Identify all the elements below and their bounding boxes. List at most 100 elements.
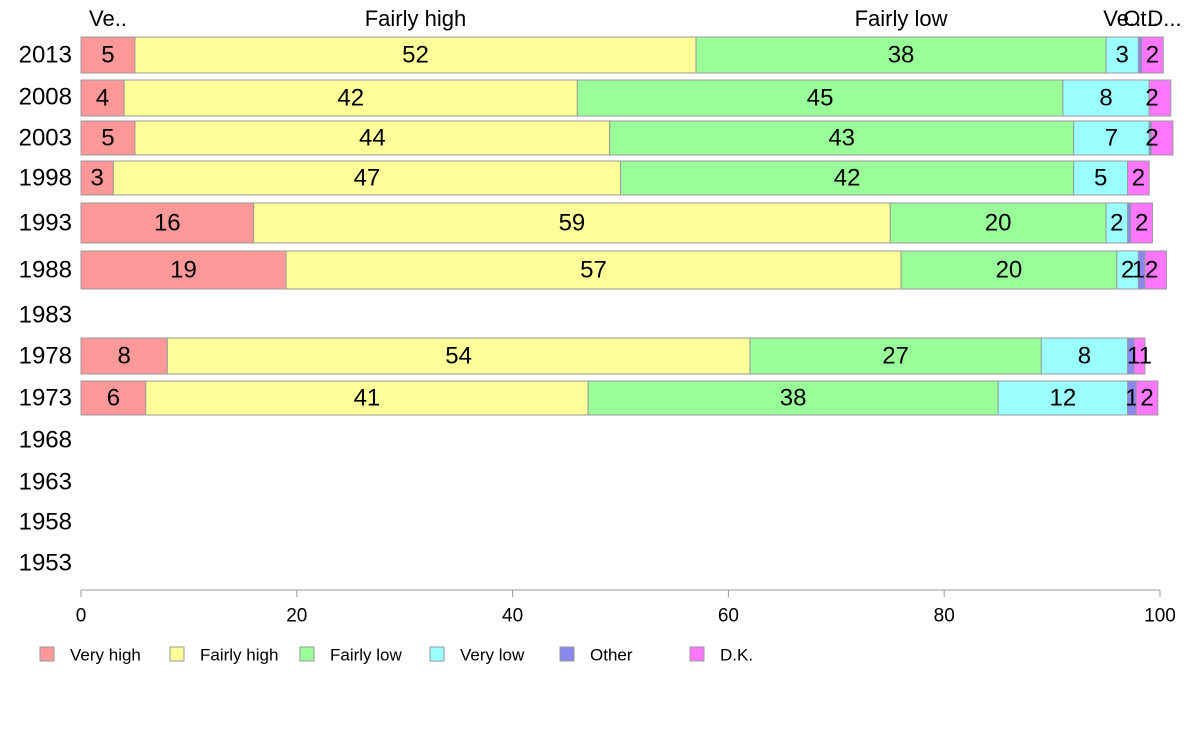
series-top-label: Ve.. xyxy=(89,6,127,31)
year-label: 1988 xyxy=(19,257,72,284)
bar-segment xyxy=(166,337,751,375)
year-label: 1993 xyxy=(19,210,72,237)
legend-swatch xyxy=(689,646,705,662)
year-label: 1998 xyxy=(19,165,72,192)
data-label: 16 xyxy=(154,210,181,237)
bar-segment xyxy=(1133,337,1146,375)
data-label: 3 xyxy=(91,165,104,192)
bar-segment xyxy=(609,120,1075,156)
data-label: 20 xyxy=(996,257,1023,284)
data-label: 5 xyxy=(101,125,114,152)
legend-label: Fairly low xyxy=(330,646,403,665)
legend-label: D.K. xyxy=(720,646,753,665)
bar-segment xyxy=(134,36,697,74)
series-top-label: Fairly high xyxy=(365,6,466,31)
data-label: 2 xyxy=(1145,85,1158,112)
data-label: 12 xyxy=(1132,257,1159,284)
data-label: 44 xyxy=(359,125,386,152)
data-label: 19 xyxy=(170,257,197,284)
x-tick-label: 0 xyxy=(76,606,87,627)
data-label: 6 xyxy=(107,385,120,412)
bar-segment xyxy=(1150,120,1174,156)
bar-segment xyxy=(1148,79,1172,117)
data-label: 38 xyxy=(780,385,807,412)
bar-segment xyxy=(900,250,1118,290)
bar-segment xyxy=(1040,337,1129,375)
bar-segment xyxy=(80,79,125,117)
x-tick-label: 60 xyxy=(718,606,739,627)
bar-segment xyxy=(80,337,168,375)
year-label: 1953 xyxy=(19,550,72,577)
legend-swatch xyxy=(39,646,55,662)
bar-segment xyxy=(587,380,999,416)
bar-segment xyxy=(1073,120,1150,156)
data-label: 8 xyxy=(1078,343,1091,370)
data-label: 45 xyxy=(807,85,834,112)
bar-segment xyxy=(80,250,287,290)
bar-segment xyxy=(1144,250,1167,290)
data-label: 2 xyxy=(1132,165,1145,192)
data-label: 2 xyxy=(1145,125,1158,152)
year-label: 1958 xyxy=(19,509,72,536)
legend-label: Very low xyxy=(460,646,525,665)
data-label: 7 xyxy=(1105,125,1118,152)
data-label: 57 xyxy=(580,257,607,284)
legend-label: Other xyxy=(590,646,633,665)
data-label: 5 xyxy=(101,42,114,69)
legend-swatch xyxy=(559,646,575,662)
data-label: 2 xyxy=(1135,210,1148,237)
data-label: 43 xyxy=(828,125,855,152)
data-label: 11 xyxy=(1127,343,1152,370)
x-tick-label: 80 xyxy=(934,606,955,627)
bar-segment xyxy=(695,36,1107,74)
x-tick-label: 100 xyxy=(1144,606,1176,627)
data-label: 2 xyxy=(1146,42,1159,69)
bar-segment xyxy=(123,79,578,117)
data-label: 5 xyxy=(1094,165,1107,192)
bar-segment xyxy=(80,160,114,196)
legend-swatch xyxy=(299,646,315,662)
year-label: 1963 xyxy=(19,469,72,496)
data-label: 20 xyxy=(985,210,1012,237)
year-label: 2008 xyxy=(19,84,72,111)
bar-segment xyxy=(145,380,589,416)
legend-label: Fairly high xyxy=(200,646,278,665)
data-label: 1 xyxy=(1125,385,1138,412)
legend-swatch xyxy=(429,646,445,662)
data-label: 38 xyxy=(888,42,915,69)
data-label: 54 xyxy=(445,343,472,370)
data-label: 8 xyxy=(117,343,130,370)
legend-swatch xyxy=(169,646,185,662)
x-tick-label: 40 xyxy=(502,606,523,627)
bar-segment xyxy=(112,160,622,196)
data-label: 41 xyxy=(354,385,381,412)
data-label: 2 xyxy=(1140,385,1153,412)
data-label: 2 xyxy=(1121,257,1134,284)
data-label: 59 xyxy=(559,210,586,237)
data-label: 52 xyxy=(402,42,429,69)
data-label: 2 xyxy=(1110,210,1123,237)
data-label: 47 xyxy=(354,165,381,192)
x-tick-label: 20 xyxy=(286,606,307,627)
data-label: 42 xyxy=(337,85,364,112)
bar-segment xyxy=(285,250,902,290)
data-label: 12 xyxy=(1050,385,1077,412)
bar-segment xyxy=(749,337,1042,375)
series-top-label: D... xyxy=(1147,6,1181,31)
bar-segment xyxy=(253,202,891,244)
bar-segment xyxy=(1127,160,1150,196)
data-label: 42 xyxy=(834,165,861,192)
bar-segment xyxy=(134,120,611,156)
bar-segment xyxy=(80,36,136,74)
bar-segment xyxy=(1062,79,1150,117)
bar-segment xyxy=(80,380,147,416)
bar-segment xyxy=(889,202,1107,244)
bar-segment xyxy=(576,79,1064,117)
bar-segment xyxy=(620,160,1075,196)
data-label: 27 xyxy=(882,343,909,370)
series-top-label: Fairly low xyxy=(855,6,948,31)
series-top-label: Ve.. xyxy=(1103,6,1141,31)
data-label: 3 xyxy=(1116,42,1129,69)
bar-segment xyxy=(997,380,1129,416)
